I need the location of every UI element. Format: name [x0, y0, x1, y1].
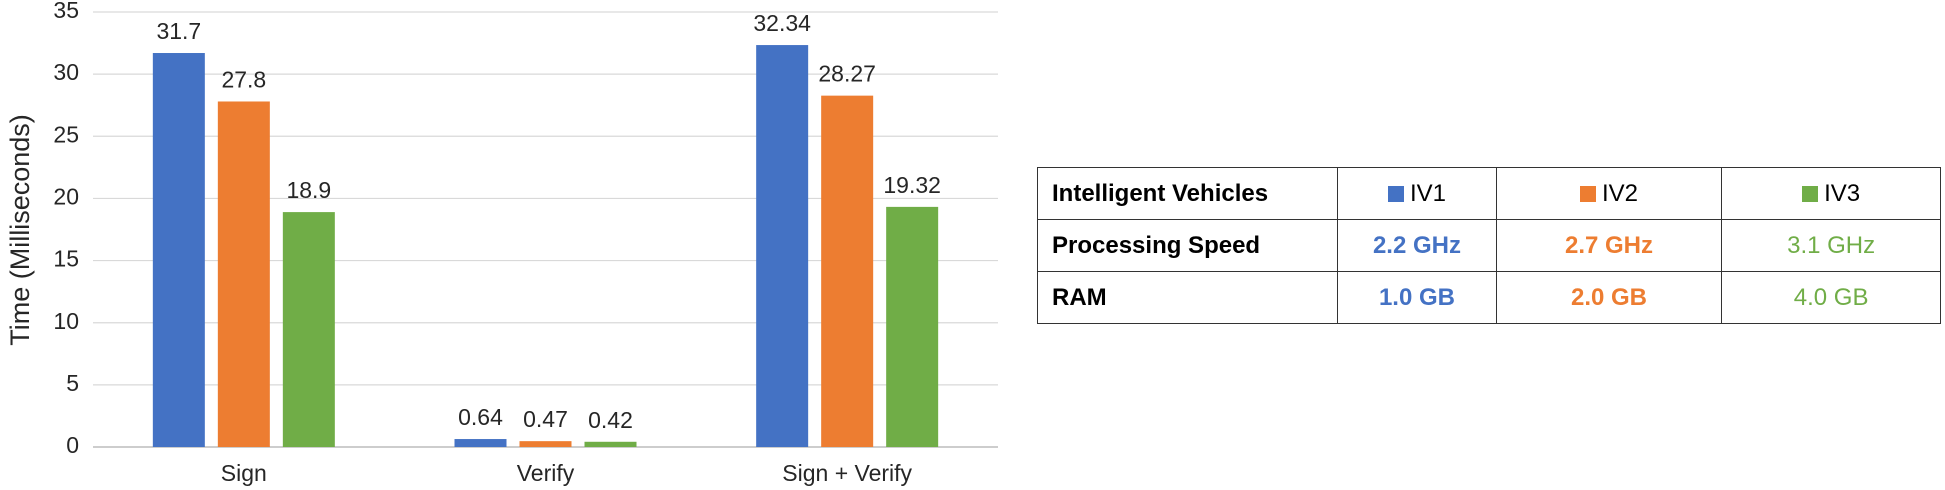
- y-tick-label: 30: [53, 59, 79, 85]
- legend-label: IV3: [1824, 179, 1861, 207]
- bar: [886, 206, 939, 447]
- legend-swatch: [1579, 185, 1596, 202]
- table-cell: 4.0 GB: [1721, 271, 1941, 324]
- y-tick-label: 20: [53, 184, 79, 210]
- value-label: 32.34: [753, 10, 811, 36]
- table-cell: 1.0 GB: [1337, 271, 1497, 324]
- table-row: Intelligent Vehicles IV1 IV2 IV3: [1036, 167, 1941, 220]
- value-label: 31.7: [156, 18, 201, 44]
- bar: [756, 45, 809, 448]
- legend-swatch: [1387, 185, 1404, 202]
- bar: [519, 441, 572, 447]
- chart: Time (Milliseconds) 0 5 10 15 20 25 30 35 Sign 31…: [5, 0, 998, 486]
- bar: [152, 53, 205, 448]
- legend-label: IV1: [1409, 179, 1446, 207]
- bar: [454, 439, 507, 447]
- y-axis-label: Time (Milliseconds): [5, 114, 35, 346]
- y-tick-label: 10: [53, 308, 79, 334]
- value-label: 27.8: [221, 67, 266, 93]
- table-header: Intelligent Vehicles: [1036, 167, 1339, 220]
- y-tick-label: 0: [66, 432, 79, 458]
- bar: [282, 212, 335, 447]
- y-tick-label: 5: [66, 370, 79, 396]
- legend-entry: IV1: [1337, 167, 1497, 220]
- value-label: 0.42: [588, 407, 633, 433]
- table-cell: 3.1 GHz: [1721, 219, 1941, 272]
- value-label: 19.32: [883, 172, 941, 198]
- bar: [821, 95, 874, 447]
- table-row: Processing Speed 2.2 GHz 2.7 GHz 3.1 GHz: [1036, 219, 1941, 272]
- legend-entry: IV2: [1495, 167, 1723, 220]
- table-row: RAM 1.0 GB 2.0 GB 4.0 GB: [1036, 271, 1941, 324]
- y-tick-label: 35: [53, 0, 79, 23]
- value-label: 18.9: [286, 177, 331, 203]
- table-cell: 2.0 GB: [1495, 271, 1723, 324]
- legend-swatch: [1802, 185, 1819, 202]
- bar: [217, 101, 270, 447]
- x-tick-label: Sign + Verify: [782, 460, 912, 486]
- value-label: 28.27: [818, 61, 876, 87]
- y-tick-label: 15: [53, 246, 79, 272]
- y-tick-label: 25: [53, 121, 79, 147]
- bar: [584, 441, 637, 447]
- x-tick-label: Verify: [517, 460, 575, 486]
- spec-table: Intelligent Vehicles IV1 IV2 IV3 Processing …: [1036, 167, 1941, 324]
- legend-label: IV2: [1601, 179, 1639, 207]
- value-label: 0.47: [523, 406, 568, 432]
- table-cell: 2.7 GHz: [1495, 219, 1723, 272]
- row-label: RAM: [1036, 271, 1339, 324]
- table-cell: 2.2 GHz: [1337, 219, 1497, 272]
- value-label: 0.64: [458, 404, 503, 430]
- legend-entry: IV3: [1721, 167, 1941, 220]
- x-tick-label: Sign: [221, 460, 267, 486]
- row-label: Processing Speed: [1036, 219, 1339, 272]
